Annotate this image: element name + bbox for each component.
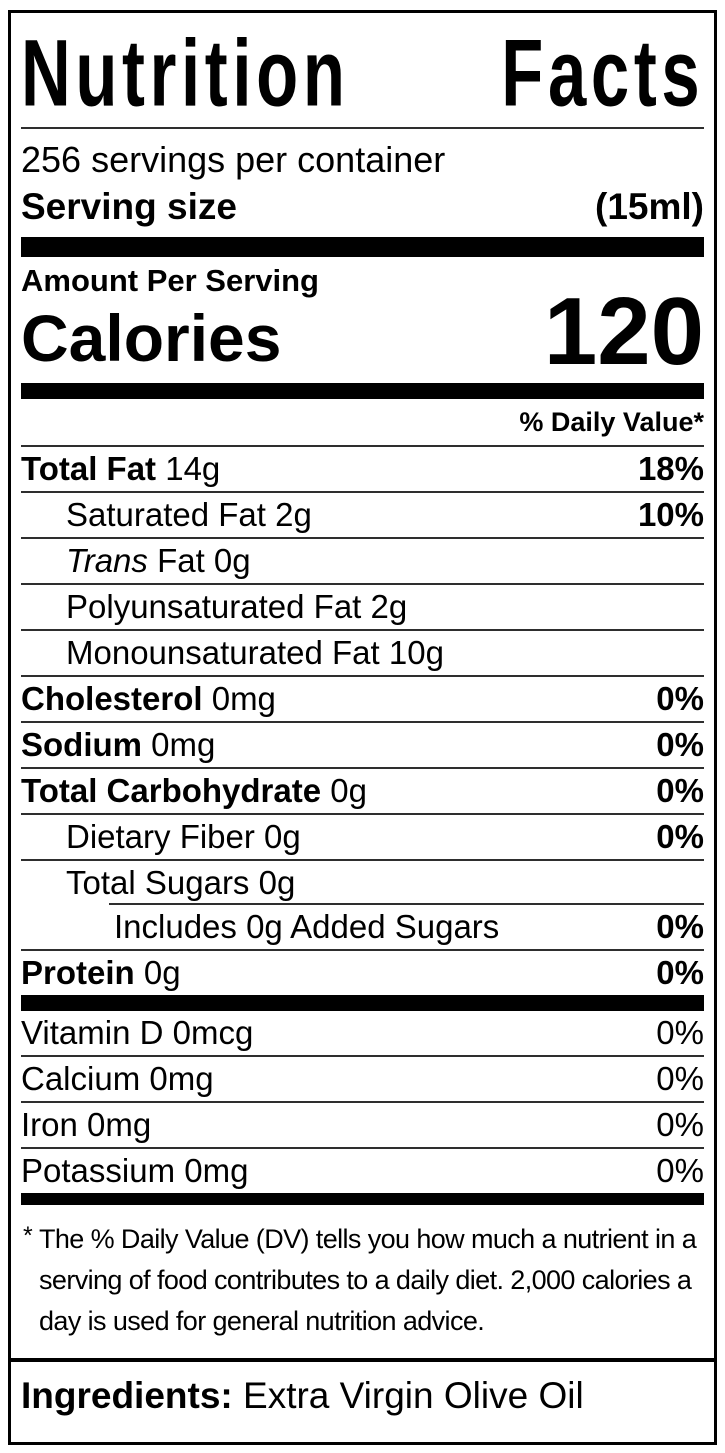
- nutrient-name: Iron 0mg: [21, 1106, 152, 1143]
- nutrient-row: Protein 0g 0%: [21, 949, 704, 995]
- footnote-asterisk: *: [23, 1222, 33, 1250]
- nutrient-name-text: Monounsaturated Fat: [66, 634, 380, 671]
- nutrient-name: Protein 0g: [21, 954, 181, 991]
- nutrient-percent: 0%: [656, 1106, 704, 1143]
- title-divider: [21, 127, 704, 129]
- footnote-line: The % Daily Value (DV) tells you how muc…: [39, 1224, 697, 1254]
- nutrient-row: Potassium 0mg 0%: [21, 1147, 704, 1193]
- daily-value-footnote: * The % Daily Value (DV) tells you how m…: [11, 1205, 714, 1352]
- nutrient-name-text: Total Fat: [21, 450, 157, 487]
- nutrient-name: Potassium 0mg: [21, 1152, 249, 1189]
- nutrient-name: Includes 0g Added Sugars: [21, 908, 499, 946]
- nutrient-percent: 0%: [656, 680, 704, 717]
- footnote-line: day is used for general nutrition advice…: [39, 1306, 485, 1336]
- nutrient-percent: 0%: [656, 1014, 704, 1051]
- nutrient-name: Total Fat 14g: [21, 450, 221, 487]
- daily-value-header: % Daily Value*: [519, 407, 704, 437]
- label-border-box: Nutrition Facts 256 servings per contain…: [8, 10, 717, 1445]
- nutrient-percent: 0%: [656, 954, 704, 991]
- nutrient-percent: 0%: [656, 908, 704, 945]
- nutrient-row: Vitamin D 0mcg 0%: [21, 1011, 704, 1055]
- nutrient-percent: 0%: [656, 726, 704, 763]
- nutrient-name: Total Sugars 0g: [66, 864, 296, 901]
- ingredients-label: Ingredients:: [21, 1375, 233, 1416]
- title-word-nutrition: Nutrition: [21, 19, 350, 127]
- calories-value: 120: [543, 278, 704, 385]
- nutrient-row: Saturated Fat 2g 10%: [21, 491, 704, 537]
- calories-left: Amount Per Serving Calories: [21, 263, 319, 375]
- footnote-text: The % Daily Value (DV) tells you how muc…: [39, 1219, 697, 1342]
- nutrient-name-text: Total Carbohydrate: [21, 772, 322, 809]
- serving-size-value: (15ml): [595, 186, 704, 227]
- nutrient-percent: 0%: [656, 818, 704, 855]
- nutrient-name-text: Protein: [21, 954, 135, 991]
- nutrient-name-text: Iron: [21, 1106, 78, 1143]
- nutrient-row: Includes 0g Added Sugars 0%: [21, 903, 704, 949]
- nutrient-name: Vitamin D 0mcg: [21, 1014, 254, 1051]
- nutrient-name: Calcium 0mg: [21, 1060, 214, 1097]
- serving-size-row: Serving size (15ml): [11, 181, 714, 237]
- partial-divider: [109, 903, 704, 905]
- nutrient-name-text: Cholesterol: [21, 680, 203, 717]
- footnote-line: serving of food contributes to a daily d…: [39, 1265, 692, 1295]
- nutrient-row: Total Carbohydrate 0g 0%: [21, 767, 704, 813]
- thick-bar-calories: [21, 383, 704, 399]
- nutrient-row: Sodium 0mg 0%: [21, 721, 704, 767]
- nutrient-name: Monounsaturated Fat 10g: [66, 634, 444, 671]
- nutrient-row: Trans Fat 0g: [21, 537, 704, 583]
- thick-bar-vitamins: [21, 1193, 704, 1205]
- nutrient-name-text: Vitamin D: [21, 1014, 164, 1051]
- nutrient-percent: 0%: [656, 772, 704, 809]
- nutrient-name: Sodium 0mg: [21, 726, 216, 763]
- calories-block: Amount Per Serving Calories 120: [11, 257, 714, 383]
- nutrient-percent: 0%: [656, 1060, 704, 1097]
- thick-bar-top: [21, 237, 704, 257]
- nutrient-name-text: Potassium: [21, 1152, 176, 1189]
- nutrient-row: Cholesterol 0mg 0%: [21, 675, 704, 721]
- nutrient-name-text: Includes 0g Added Sugars: [114, 908, 500, 945]
- vitamin-rows: Vitamin D 0mcg 0% Calcium 0mg 0% Iron 0m…: [21, 1011, 704, 1193]
- nutrient-name-text: Polyunsaturated Fat: [66, 588, 362, 625]
- amount-per-serving-label: Amount Per Serving: [21, 263, 319, 298]
- title-word-facts: Facts: [500, 19, 704, 127]
- nutrient-name: Trans Fat 0g: [66, 542, 251, 579]
- nutrient-name-text: Sodium: [21, 726, 142, 763]
- nutrient-row: Total Fat 14g 18%: [21, 445, 704, 491]
- calories-label: Calories: [21, 301, 282, 375]
- nutrient-row: Iron 0mg 0%: [21, 1101, 704, 1147]
- nutrient-name-italic: Trans: [66, 542, 148, 579]
- nutrient-row: Total Sugars 0g: [21, 859, 704, 905]
- servings-per-container: 256 servings per container: [21, 139, 446, 180]
- thick-bar-protein: [21, 995, 704, 1011]
- nutrient-row: Polyunsaturated Fat 2g: [21, 583, 704, 629]
- serving-size-label: Serving size: [21, 186, 237, 227]
- nutrient-name: Dietary Fiber 0g: [66, 818, 301, 855]
- nutrient-name-text: Total Sugars: [66, 864, 250, 901]
- nutrient-name-text: Fat: [157, 542, 205, 579]
- ingredients-value: Extra Virgin Olive Oil: [243, 1375, 584, 1416]
- nutrient-row: Monounsaturated Fat 10g: [21, 629, 704, 675]
- nutrient-name: Cholesterol 0mg: [21, 680, 276, 717]
- nutrient-percent: 0%: [656, 1152, 704, 1189]
- label-title: Nutrition Facts: [11, 13, 714, 121]
- nutrient-percent: 10%: [637, 496, 704, 533]
- nutrient-name-text: Saturated Fat: [66, 496, 266, 533]
- nutrient-name: Saturated Fat 2g: [66, 496, 312, 533]
- nutrient-row: Calcium 0mg 0%: [21, 1055, 704, 1101]
- nutrient-rows: Total Fat 14g 18% Saturated Fat 2g 10% T…: [21, 445, 704, 995]
- nutrient-name-text: Calcium: [21, 1060, 141, 1097]
- ingredients-section: Ingredients: Extra Virgin Olive Oil: [11, 1358, 714, 1442]
- nutrient-row: Dietary Fiber 0g 0%: [21, 813, 704, 859]
- nutrient-percent: 18%: [637, 450, 704, 487]
- nutrient-name-text: Dietary Fiber: [66, 818, 255, 855]
- nutrient-name: Polyunsaturated Fat 2g: [66, 588, 408, 625]
- nutrient-name: Total Carbohydrate 0g: [21, 772, 367, 809]
